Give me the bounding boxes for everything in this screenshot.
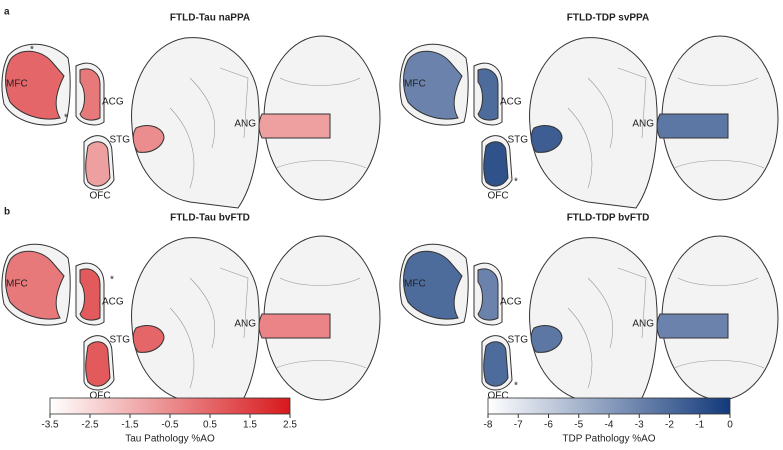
region [483,141,509,187]
region [132,325,165,353]
colorbar-tick-label: -3 [635,420,644,431]
brain-coronal [529,37,658,209]
colorbar-label: TDP Pathology %AO [562,434,655,445]
region-label: ANG [234,319,256,330]
region-label: ACG [500,97,522,108]
brain-inner [169,67,249,189]
brain-inner [567,267,647,389]
region-label: STG [109,135,130,146]
panel-label: a [4,7,10,18]
significance-marker: * [30,45,34,56]
significance-marker: * [514,381,518,392]
region-label: ANG [632,119,654,130]
region [403,250,463,320]
region [530,125,563,153]
colorbar-tick-label: 0.5 [203,420,217,431]
colorbar-tick-label: -2 [665,420,674,431]
brain-inner [275,277,367,369]
colorbar-tick-label: -7 [514,420,523,431]
colorbar-tick-label: 1.5 [243,420,257,431]
panel: FTLD-Tau naPPA MFC ACG STG OFC ANG * * [1,13,381,209]
region-label: OFC [89,391,110,402]
region [258,313,331,339]
brain-inner [169,267,249,389]
region [530,325,563,353]
region [656,113,729,139]
region [79,68,101,121]
region [5,250,65,320]
region [85,341,111,387]
colorbar-tick-label: 0 [727,420,733,431]
significance-marker: * [64,113,68,124]
colorbar-tick-label: -6 [544,420,553,431]
brain-inner [673,77,765,169]
region [132,125,165,153]
colorbar-tick-label: 2.5 [283,420,297,431]
region [85,141,111,187]
region-label: MFC [404,79,426,90]
colorbar-tick-label: -3.5 [41,420,59,431]
region-label: OFC [487,391,508,402]
region-label: STG [507,135,528,146]
panel: FTLD-Tau bvFTD MFC ACG STG OFC ANG * [1,213,381,409]
region [5,50,65,120]
region-label: STG [109,335,130,346]
region-label: ACG [102,297,124,308]
region-label: ACG [102,97,124,108]
region-label: STG [507,335,528,346]
region-label: MFC [404,279,426,290]
colorbar-tick-label: -1 [695,420,704,431]
region [79,268,101,321]
colorbar-tick-label: -2.5 [81,420,99,431]
brain-inner [567,67,647,189]
colorbar-tick-label: -5 [574,420,583,431]
panel: FTLD-TDP svPPA MFC ACG STG OFC ANG * [399,13,779,209]
region [483,341,509,387]
region-label: MFC [6,279,28,290]
significance-marker: * [514,177,518,188]
panel-label: b [4,207,10,218]
colorbar-tick-label: -0.5 [161,420,179,431]
colorbar-tick-label: -4 [605,420,614,431]
colorbar [487,397,731,415]
region-label: OFC [487,191,508,202]
colorbar-label: Tau Pathology %AO [125,434,215,445]
region-label: ANG [234,119,256,130]
region-label: OFC [89,191,110,202]
region-label: MFC [6,79,28,90]
significance-marker: * [110,275,114,286]
panel-title: FTLD-TDP bvFTD [567,213,650,224]
panel-title: FTLD-TDP svPPA [567,13,649,24]
brain-inner [673,277,765,369]
colorbar [49,397,291,415]
region [258,113,331,139]
panel-title: FTLD-Tau naPPA [170,13,250,24]
region-label: ACG [500,297,522,308]
region [477,68,499,121]
region [656,313,729,339]
colorbar-tick-label: -8 [484,420,493,431]
region-label: ANG [632,319,654,330]
brain-coronal [131,37,260,209]
panel-title: FTLD-Tau bvFTD [170,213,250,224]
region [403,50,463,120]
colorbar-tick-label: -1.5 [121,420,139,431]
panel: FTLD-TDP bvFTD MFC ACG STG OFC ANG * [399,213,779,409]
brain-inner [275,77,367,169]
region [477,268,499,321]
